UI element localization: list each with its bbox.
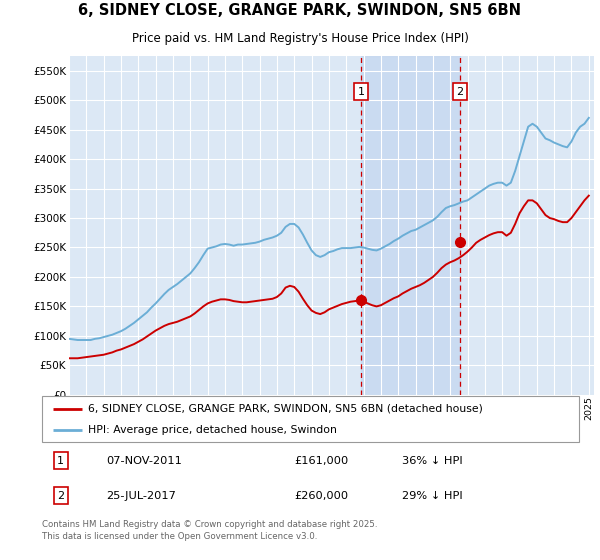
Text: £161,000: £161,000 [295,456,349,465]
Text: 6, SIDNEY CLOSE, GRANGE PARK, SWINDON, SN5 6BN: 6, SIDNEY CLOSE, GRANGE PARK, SWINDON, S… [79,3,521,18]
Text: 07-NOV-2011: 07-NOV-2011 [106,456,182,465]
Text: 2: 2 [457,87,463,96]
Text: 1: 1 [358,87,364,96]
Text: Price paid vs. HM Land Registry's House Price Index (HPI): Price paid vs. HM Land Registry's House … [131,32,469,45]
Text: 29% ↓ HPI: 29% ↓ HPI [402,491,463,501]
Text: 36% ↓ HPI: 36% ↓ HPI [402,456,463,465]
Text: Contains HM Land Registry data © Crown copyright and database right 2025.
This d: Contains HM Land Registry data © Crown c… [42,520,377,541]
Text: £260,000: £260,000 [295,491,349,501]
Text: 1: 1 [57,456,64,465]
Text: HPI: Average price, detached house, Swindon: HPI: Average price, detached house, Swin… [88,425,337,435]
Text: 6, SIDNEY CLOSE, GRANGE PARK, SWINDON, SN5 6BN (detached house): 6, SIDNEY CLOSE, GRANGE PARK, SWINDON, S… [88,404,482,414]
Text: 25-JUL-2017: 25-JUL-2017 [106,491,176,501]
Bar [361,56,460,395]
FancyBboxPatch shape [42,396,579,442]
Text: 2: 2 [57,491,64,501]
